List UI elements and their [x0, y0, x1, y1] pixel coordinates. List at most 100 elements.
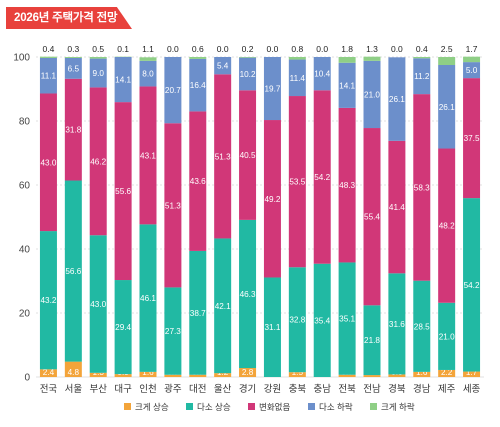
- bar-segment: [413, 57, 431, 59]
- data-label: 28.5: [414, 322, 430, 331]
- data-label: 1.7: [466, 368, 478, 377]
- bar-segment: [39, 57, 57, 94]
- data-label: 48.2: [439, 222, 455, 231]
- bar-segment: [214, 373, 232, 377]
- y-tick-label: 0: [24, 373, 30, 384]
- bar-segment: [388, 273, 406, 375]
- x-tick-label: 서울: [65, 384, 83, 395]
- data-label: 54.2: [314, 173, 330, 182]
- bar-segment: [338, 57, 356, 63]
- y-tick-label: 20: [19, 309, 31, 320]
- data-label: 53.5: [289, 178, 305, 187]
- y-tick-label: 60: [19, 181, 31, 192]
- data-label: 32.8: [289, 316, 305, 325]
- data-label: 56.6: [65, 267, 81, 276]
- data-label: 58.3: [414, 183, 430, 192]
- x-tick-label: 부산: [89, 384, 107, 395]
- legend-label: 다소 상승: [197, 402, 231, 412]
- x-tick-label: 대전: [189, 384, 206, 395]
- x-tick-label: 대구: [114, 384, 132, 395]
- data-label: 4.8: [68, 368, 80, 377]
- bar-segment: [463, 56, 481, 63]
- data-label: 1.6: [142, 368, 154, 377]
- data-label: 21.8: [364, 336, 380, 345]
- bar-segment: [189, 57, 207, 59]
- data-label: 14.1: [339, 81, 355, 90]
- bar-segment: [338, 262, 356, 375]
- bar-segment: [164, 57, 182, 124]
- data-label: 29.4: [115, 323, 131, 332]
- data-label: 1.5: [292, 368, 304, 377]
- data-label: 0.0: [316, 44, 328, 54]
- data-label: 35.4: [314, 316, 330, 325]
- bar-segment: [39, 231, 57, 370]
- bar-segment: [214, 74, 232, 239]
- data-label: 43.0: [40, 158, 56, 167]
- x-tick-label: 세종: [463, 384, 481, 395]
- bar-segment: [413, 371, 431, 377]
- x-tick-label: 전북: [338, 384, 356, 395]
- data-label: 1.7: [466, 44, 478, 54]
- bar-segment: [263, 277, 281, 377]
- bar-segment: [189, 374, 207, 377]
- legend-label: 다소 하락: [319, 402, 353, 412]
- data-label: 2.4: [43, 368, 55, 377]
- bar-segment: [463, 371, 481, 377]
- bar-segment: [89, 57, 107, 59]
- x-tick-label: 제주: [438, 384, 456, 395]
- bar-segment: [388, 57, 406, 141]
- bar-segment: [139, 224, 157, 372]
- data-label: 0.0: [391, 44, 403, 54]
- data-label: 55.6: [115, 187, 131, 196]
- bar-segment: [438, 57, 456, 65]
- bar-segment: [463, 62, 481, 79]
- data-label: 5.4: [217, 62, 229, 71]
- x-tick-label: 경북: [388, 383, 406, 395]
- legend-label: 크게 하락: [381, 402, 415, 412]
- x-tick-label: 충남: [313, 384, 331, 395]
- bar-segment: [39, 369, 57, 377]
- data-label: 1.6: [416, 368, 428, 377]
- bar-segment: [363, 56, 381, 61]
- bar-segment: [139, 57, 157, 61]
- data-label: 0.4: [43, 44, 55, 54]
- bar-segment: [89, 87, 107, 236]
- bar-segment: [338, 107, 356, 263]
- bar-segment: [363, 375, 381, 377]
- x-tick-label: 전국: [40, 384, 58, 395]
- data-label: 11.1: [41, 72, 57, 81]
- data-label: 46.2: [90, 157, 106, 166]
- bar-segment: [438, 65, 456, 149]
- data-label: 0.8: [291, 44, 303, 54]
- bar-segment: [239, 368, 257, 377]
- data-label: 43.1: [140, 151, 156, 160]
- data-label: 8.0: [142, 70, 154, 79]
- bar-segment: [64, 78, 82, 181]
- data-label: 19.7: [264, 85, 280, 94]
- bar-segment: [313, 90, 331, 264]
- data-label: 42.1: [215, 302, 231, 311]
- legend-swatch: [370, 403, 377, 410]
- x-tick-label: 충북: [289, 384, 307, 395]
- chart-title: 2026년 주택가격 전망: [6, 7, 132, 29]
- y-tick-label: 100: [13, 53, 30, 64]
- bar-segment: [413, 94, 431, 281]
- legend-label: 변화없음: [259, 402, 290, 412]
- x-tick-label: 인천: [139, 384, 156, 395]
- bar-segment: [189, 250, 207, 375]
- x-tick-label: 광주: [164, 383, 182, 395]
- data-label: 40.5: [240, 151, 256, 160]
- bar-segment: [413, 280, 431, 372]
- data-label: 0.0: [167, 44, 179, 54]
- bar-segment: [164, 123, 182, 288]
- data-label: 43.2: [40, 296, 56, 305]
- data-label: 31.1: [264, 323, 280, 332]
- bar-segment: [164, 287, 182, 375]
- data-label: 6.5: [68, 64, 80, 73]
- bar-segment: [139, 371, 157, 377]
- x-tick-label: 울산: [214, 384, 232, 395]
- y-tick-label: 40: [19, 245, 31, 256]
- data-label: 43.0: [90, 300, 106, 309]
- data-label: 0.0: [267, 44, 279, 54]
